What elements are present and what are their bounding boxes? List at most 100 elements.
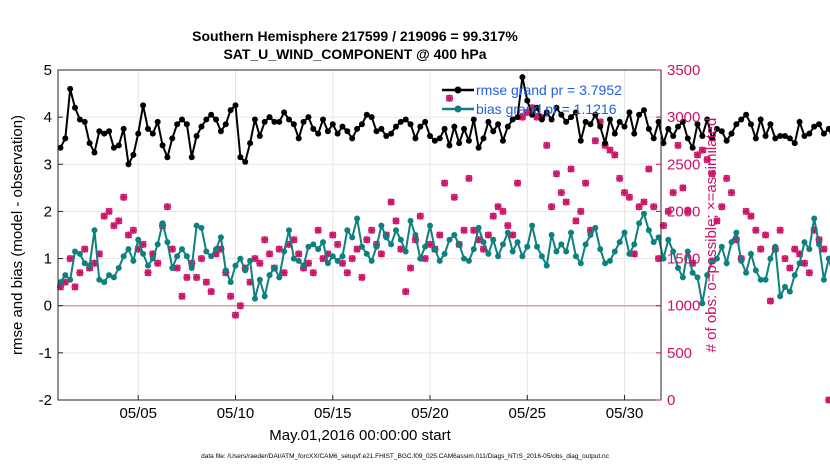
bias-point <box>388 241 395 248</box>
bias-point <box>57 279 64 286</box>
obs-assimilated-point <box>90 259 98 267</box>
y-right-tick-label: 3500 <box>667 62 700 79</box>
obs-assimilated-point <box>368 226 376 234</box>
obs-assimilated-point <box>616 174 624 182</box>
rmse-point <box>354 125 361 132</box>
rmse-point <box>660 140 667 147</box>
bias-point <box>198 224 205 231</box>
bias-point <box>149 255 156 262</box>
rmse-point <box>704 116 711 123</box>
footer-data-file: data file: /Users/raeder/DAI/ATM_forcXX/… <box>201 453 610 460</box>
rmse-point <box>582 118 589 125</box>
rmse-point <box>402 116 409 123</box>
obs-assimilated-point <box>650 203 658 211</box>
bias-point <box>577 260 584 267</box>
obs-assimilated-point <box>168 245 176 253</box>
obs-assimilated-point <box>173 264 181 272</box>
obs-assimilated-point <box>416 212 424 220</box>
obs-assimilated-point <box>285 240 293 248</box>
obs-assimilated-point <box>343 269 351 277</box>
rmse-point <box>295 135 302 142</box>
rmse-point <box>538 116 545 123</box>
legend-bias-label: bias grand pr = 1.1216 <box>476 101 617 117</box>
rmse-point <box>762 133 769 139</box>
obs-assimilated-point <box>470 226 478 234</box>
obs-assimilated-point <box>309 269 317 277</box>
rmse-point <box>694 121 701 128</box>
bias-point <box>91 227 98 234</box>
bias-point <box>412 232 419 238</box>
rmse-point <box>358 121 365 128</box>
x-tick-label: 05/30 <box>606 405 644 422</box>
rmse-point <box>324 128 331 135</box>
bias-point <box>300 262 307 269</box>
rmse-point <box>383 133 390 139</box>
rmse-point <box>251 116 258 123</box>
bias-point <box>660 255 667 262</box>
rmse-point <box>728 130 735 137</box>
rmse-point <box>645 125 652 132</box>
rmse-point <box>801 133 808 139</box>
rmse-point <box>461 125 468 132</box>
y-left-tick-label: 3 <box>44 156 52 173</box>
obs-assimilated-point <box>582 179 590 187</box>
bias-point <box>125 246 132 253</box>
bias-point <box>451 232 458 238</box>
obs-assimilated-point <box>572 217 580 225</box>
bias-point <box>183 253 190 260</box>
obs-assimilated-point <box>659 222 667 230</box>
bias-point <box>266 272 273 279</box>
rmse-point <box>514 114 521 121</box>
bias-point <box>475 224 482 231</box>
obs-assimilated-point <box>236 302 244 310</box>
bias-point <box>465 257 472 264</box>
bias-point <box>193 222 200 229</box>
rmse-point <box>451 123 458 130</box>
rmse-point <box>713 125 720 132</box>
obs-assimilated-point <box>684 207 692 215</box>
bias-point <box>626 250 633 257</box>
rmse-point <box>747 121 754 128</box>
obs-assimilated-point <box>290 236 298 244</box>
bias-point <box>621 229 628 236</box>
rmse-point <box>392 123 399 130</box>
obs-assimilated-point <box>825 396 830 404</box>
rmse-point <box>91 149 98 156</box>
bias-point <box>548 232 555 238</box>
bias-point <box>397 236 404 243</box>
obs-assimilated-point <box>115 217 123 225</box>
rmse-point <box>777 133 784 139</box>
bias-point <box>699 300 706 307</box>
obs-assimilated-point <box>791 245 799 253</box>
y-right-tick-label: 1000 <box>667 298 700 315</box>
bias-point <box>281 248 288 255</box>
rmse-point <box>611 130 618 137</box>
rmse-point <box>271 118 278 125</box>
bias-point <box>499 241 506 248</box>
rmse-point <box>164 154 171 161</box>
rmse-point <box>106 128 113 135</box>
obs-assimilated-point <box>611 151 619 159</box>
rmse-point <box>217 128 224 135</box>
rmse-point <box>757 116 764 123</box>
obs-assimilated-point <box>514 179 522 187</box>
bias-point <box>820 276 827 283</box>
obs-assimilated-point <box>499 207 507 215</box>
obs-assimilated-point <box>630 250 638 258</box>
rmse-point <box>640 107 647 114</box>
bias-point <box>723 260 730 267</box>
rmse-point <box>397 118 404 125</box>
bias-point <box>616 239 623 246</box>
obs-assimilated-point <box>557 189 565 197</box>
obs-assimilated-point <box>338 259 346 267</box>
bias-point <box>305 243 312 250</box>
obs-assimilated-point <box>392 217 400 225</box>
bias-point <box>358 243 365 250</box>
obs-assimilated-point <box>698 146 706 154</box>
bias-point <box>514 239 521 246</box>
rmse-point <box>213 116 220 123</box>
rmse-point <box>86 140 93 147</box>
bias-point <box>120 253 127 260</box>
obs-assimilated-point <box>387 198 395 206</box>
axis-layer: -2 -1 0 1 2 3 4 5 0 500 1000 1500 2000 2500 3000 3500 05… <box>39 62 701 422</box>
